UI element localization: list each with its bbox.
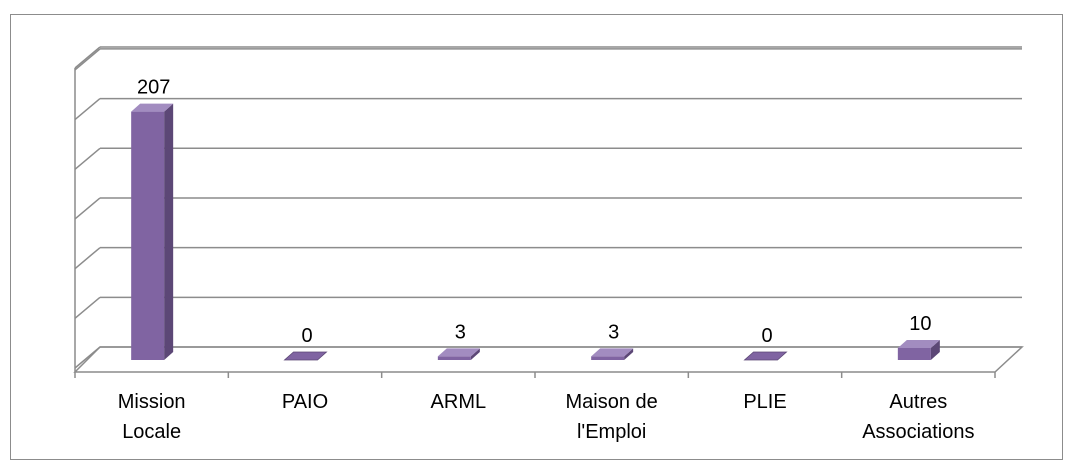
category-label: Mission <box>118 391 186 413</box>
category-label: ARML <box>431 391 487 413</box>
bar-side <box>470 348 480 360</box>
gridline-diagonal <box>74 98 101 121</box>
bar-side <box>164 103 174 360</box>
bar <box>437 348 480 360</box>
bar-top <box>283 351 328 361</box>
bars <box>131 103 940 361</box>
bar <box>743 351 788 361</box>
bar-top <box>897 340 940 348</box>
category-label: PAIO <box>282 391 328 413</box>
bar-front <box>131 111 165 360</box>
data-label: 10 <box>909 313 931 335</box>
bar <box>897 340 940 360</box>
bar <box>591 348 634 360</box>
gridline-diagonal <box>74 48 101 71</box>
gridlines <box>74 46 1022 369</box>
category-label: Locale <box>122 421 181 443</box>
data-label: 3 <box>608 321 619 343</box>
bar-front <box>437 356 471 360</box>
bar-top <box>591 348 634 357</box>
chart-frame <box>10 14 1063 460</box>
bar-side <box>624 348 634 360</box>
gridline-diagonal <box>74 197 101 220</box>
data-label: 207 <box>137 77 170 99</box>
category-label: Autres <box>889 391 947 413</box>
x-axis <box>73 68 1024 378</box>
category-labels: Mission Locale PAIO ARML Maison de l'Emploi PL… <box>118 391 975 443</box>
bar-top <box>743 351 788 361</box>
gridline-diagonal <box>74 247 101 270</box>
bar-side <box>930 340 940 360</box>
bar <box>131 103 174 360</box>
category-label: Associations <box>862 421 974 443</box>
floor <box>73 346 1024 373</box>
gridline-diagonal <box>74 296 101 319</box>
gridline-diagonal <box>74 46 101 69</box>
gridline-diagonal <box>74 147 101 170</box>
bar <box>283 351 328 361</box>
bar-top <box>131 103 174 112</box>
data-label: 3 <box>455 321 466 343</box>
data-labels: 207 0 3 3 0 10 <box>137 77 931 347</box>
data-label: 0 <box>301 325 312 347</box>
data-label: 0 <box>761 325 772 347</box>
bar-top <box>437 348 480 357</box>
bar-front <box>897 348 931 360</box>
bar-front <box>591 356 625 360</box>
category-label: l'Emploi <box>577 421 646 443</box>
category-label: PLIE <box>743 391 786 413</box>
category-label: Maison de <box>566 391 658 413</box>
